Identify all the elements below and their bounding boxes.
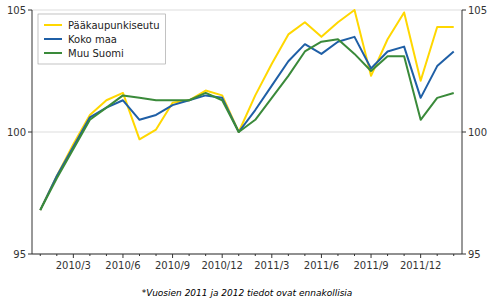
x-tick-label: 2010/3	[56, 260, 91, 271]
y2-tick-label: 95	[468, 249, 481, 260]
x-minor-tick	[437, 254, 438, 256]
legend-label: Koko maa	[68, 34, 117, 45]
y2-tick	[462, 254, 466, 255]
x-minor-tick	[255, 254, 256, 256]
footnote: *Vuosien 2011 ja 2012 tiedot ovat ennako…	[142, 288, 353, 298]
y-tick-label: 100	[7, 127, 26, 138]
x-tick	[271, 254, 272, 258]
series-line	[40, 10, 453, 210]
x-minor-tick	[205, 254, 206, 256]
legend-swatch	[44, 24, 62, 26]
x-minor-tick	[337, 254, 338, 256]
x-tick-label: 2010/12	[201, 260, 243, 271]
grid-line	[32, 10, 462, 11]
x-tick-label: 2011/6	[304, 260, 339, 271]
y2-tick	[462, 132, 466, 133]
plot-area	[40, 10, 453, 210]
x-minor-tick	[106, 254, 107, 256]
y-tick	[28, 254, 32, 255]
x-tick-label: 2010/6	[105, 260, 140, 271]
x-tick-label: 2011/3	[254, 260, 289, 271]
legend-swatch	[44, 38, 62, 40]
x-tick	[321, 254, 322, 258]
legend-frame	[38, 14, 165, 64]
x-tick	[371, 254, 372, 258]
legend-swatch	[44, 52, 62, 54]
x-tick-label: 2010/9	[155, 260, 190, 271]
x-axis-line	[32, 254, 462, 255]
y2-tick-label: 105	[468, 5, 487, 16]
x-minor-tick	[40, 254, 41, 256]
legend: Pääkaupunkiseutu Koko maa Muu Suomi	[38, 14, 165, 64]
x-minor-tick	[89, 254, 90, 256]
x-minor-tick	[453, 254, 454, 256]
x-tick	[172, 254, 173, 258]
grid-line	[32, 132, 462, 133]
series-line	[40, 39, 453, 210]
x-minor-tick	[139, 254, 140, 256]
x-minor-tick	[189, 254, 190, 256]
x-minor-tick	[156, 254, 157, 256]
x-minor-tick	[238, 254, 239, 256]
y2-tick-label: 100	[468, 127, 487, 138]
y-tick-label: 95	[13, 249, 26, 260]
x-tick-label: 2011/12	[400, 260, 442, 271]
x-tick	[122, 254, 123, 258]
x-minor-tick	[288, 254, 289, 256]
grid-line	[32, 254, 462, 255]
y-tick-label: 105	[7, 5, 26, 16]
x-tick	[73, 254, 74, 258]
legend-label: Muu Suomi	[68, 48, 124, 59]
x-minor-tick	[56, 254, 57, 256]
x-tick	[420, 254, 421, 258]
y2-tick	[462, 10, 466, 11]
chart: 95 100 105 95 100 105 2010/3 2010/6 2010/9 2010/1…	[0, 0, 494, 304]
legend-label: Pääkaupunkiseutu	[68, 20, 159, 31]
x-minor-tick	[304, 254, 305, 256]
x-tick-label: 2011/9	[353, 260, 388, 271]
y-tick	[28, 10, 32, 11]
y-tick	[28, 132, 32, 133]
x-minor-tick	[387, 254, 388, 256]
x-tick	[222, 254, 223, 258]
x-minor-tick	[354, 254, 355, 256]
x-minor-tick	[404, 254, 405, 256]
